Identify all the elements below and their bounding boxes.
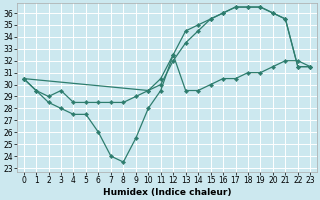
X-axis label: Humidex (Indice chaleur): Humidex (Indice chaleur) [103, 188, 231, 197]
